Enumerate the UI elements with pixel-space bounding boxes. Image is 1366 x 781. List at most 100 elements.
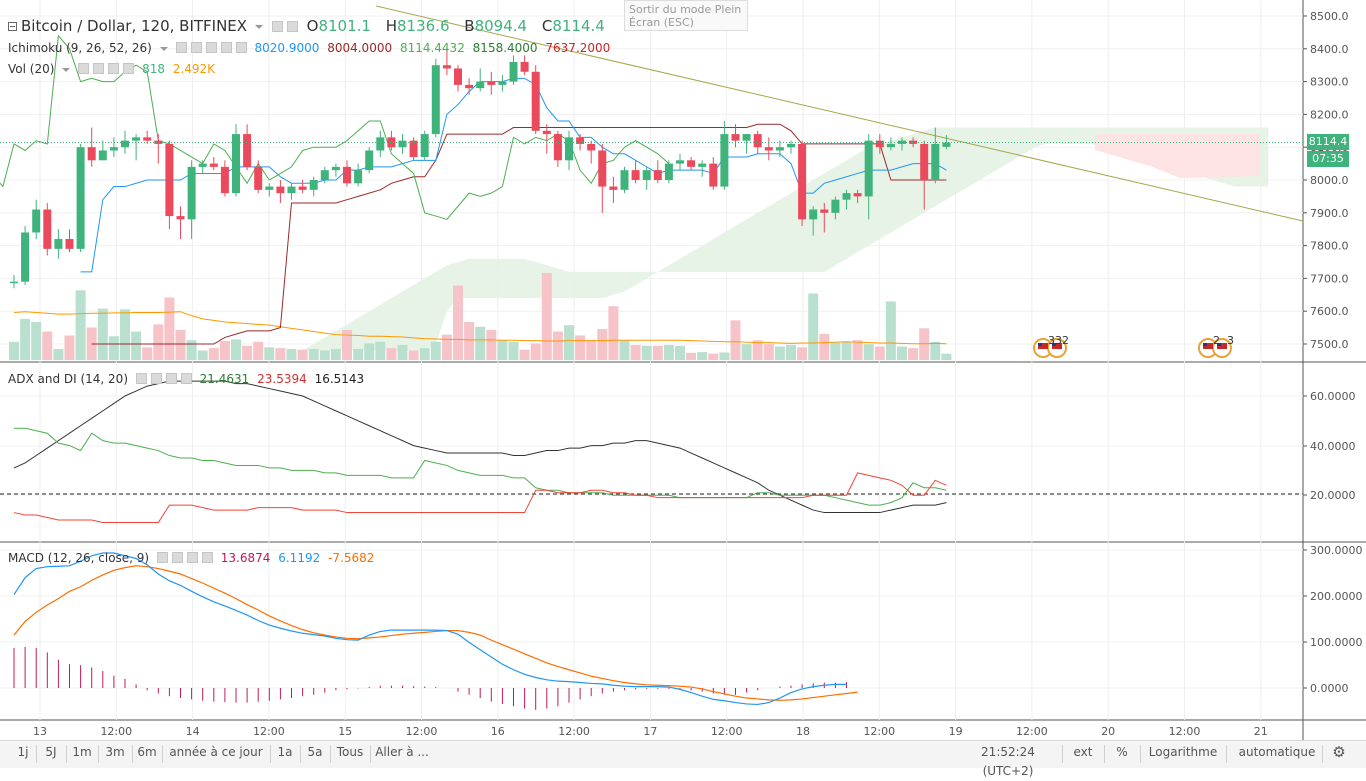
close-icon[interactable] (201, 552, 213, 563)
eye-icon[interactable] (271, 21, 283, 32)
candle (775, 147, 784, 151)
volume-bar (941, 353, 952, 360)
more-icon[interactable] (220, 42, 232, 53)
candle (232, 134, 240, 194)
macd-axis-label: 0.0000 (1310, 682, 1349, 695)
ichimoku-tenkan-value: 8020.9000 (254, 41, 320, 55)
volume-bar (619, 340, 630, 360)
di-minus-value: 23.5394 (257, 372, 307, 386)
time-axis-label: 12:00 (100, 725, 132, 738)
eye-icon[interactable] (135, 373, 147, 384)
extended-hours-toggle[interactable]: ext (1073, 745, 1093, 759)
close-icon[interactable] (123, 63, 135, 74)
macd-name[interactable]: MACD (12, 26, close, 9) (8, 551, 150, 565)
settings-icon[interactable] (286, 21, 298, 32)
interval-button[interactable]: 5a (307, 745, 323, 759)
chevron-down-icon[interactable] (159, 46, 168, 51)
log-scale-toggle[interactable]: Logarithme (1148, 745, 1218, 759)
volume-name[interactable]: Vol (20) (8, 62, 55, 76)
volume-bar (552, 331, 563, 360)
time-axis-label: 12:00 (711, 725, 743, 738)
time-axis-label: 12:00 (1169, 725, 1201, 738)
flag-canton (1217, 343, 1221, 346)
divider (66, 745, 67, 763)
open-value: 8101.1 (318, 17, 371, 35)
adx-legend[interactable]: ADX and DI (14, 20) 21.4631 23.5394 16.5… (8, 370, 368, 388)
candle (509, 61, 518, 82)
close-icon[interactable] (180, 373, 192, 384)
eye-icon[interactable] (175, 42, 187, 53)
eye-icon[interactable] (156, 552, 168, 563)
low-label: B (464, 17, 475, 35)
interval-button[interactable]: 1m (72, 745, 92, 759)
interval-button[interactable]: 6m (137, 745, 157, 759)
candle (476, 81, 485, 89)
candle (209, 163, 218, 167)
candle (542, 130, 551, 135)
clock[interactable]: 21:52:24 (UTC+2) (981, 745, 1035, 778)
auto-scale-toggle[interactable]: automatique (1238, 745, 1316, 759)
candle (676, 160, 684, 164)
volume-bar (597, 329, 608, 360)
candle (254, 166, 263, 190)
settings-icon[interactable] (190, 42, 202, 53)
volume-bar (719, 352, 730, 360)
price-axis-label: 7600.0 (1310, 305, 1349, 318)
interval-button[interactable]: Tous (336, 745, 364, 759)
settings-icon[interactable] (93, 63, 105, 74)
candle (21, 232, 30, 282)
settings-icon[interactable] (171, 552, 183, 563)
volume-bar (175, 329, 186, 360)
adx-name[interactable]: ADX and DI (14, 20) (8, 372, 128, 386)
divider (330, 745, 331, 763)
candle (132, 137, 141, 141)
ichimoku-legend[interactable]: Ichimoku (9, 26, 52, 26) 8020.9000 8004.… (8, 39, 614, 57)
chart-canvas[interactable]: 13 12:00 14 12:00 15 12:00 16 12:00 17 12:00 18 12:… (0, 0, 1366, 740)
volume-bar (519, 349, 530, 360)
more-icon[interactable] (108, 63, 120, 74)
volume-bar (763, 344, 774, 360)
time-axis-label: 12:00 (406, 725, 438, 738)
gear-icon[interactable]: ⚙ (1332, 743, 1346, 761)
volume-ma-line (13, 311, 947, 345)
source-icon[interactable] (205, 42, 217, 53)
volume-bar (453, 285, 463, 360)
candle (853, 193, 862, 197)
interval-button[interactable]: 3m (105, 745, 125, 759)
candle (742, 134, 751, 141)
candle (420, 134, 429, 158)
candle (576, 137, 585, 144)
volume-bar (874, 346, 885, 360)
chevron-down-icon[interactable] (255, 24, 264, 29)
more-icon[interactable] (165, 373, 177, 384)
ichimoku-name[interactable]: Ichimoku (9, 26, 52, 26) (8, 41, 152, 55)
percent-toggle[interactable]: % (1116, 745, 1128, 759)
macd-legend[interactable]: MACD (12, 26, close, 9) 13.6874 6.1192 -… (8, 549, 378, 567)
volume-bar (386, 348, 397, 360)
divider (1226, 745, 1227, 763)
more-icon[interactable] (186, 552, 198, 563)
volume-bar (142, 347, 153, 360)
candle (431, 65, 440, 135)
settings-icon[interactable] (150, 373, 162, 384)
volume-bar (208, 348, 219, 360)
volume-bar (608, 306, 619, 360)
interval-button[interactable]: année à ce jour (169, 745, 263, 759)
interval-button[interactable]: Aller à ... (375, 745, 429, 759)
macd-value: 6.1192 (278, 551, 321, 565)
time-axis-label: 18 (796, 725, 810, 738)
interval-button[interactable]: 1j (17, 745, 29, 759)
interval-button[interactable]: 5J (45, 745, 57, 759)
volume-bar (675, 345, 685, 360)
close-icon[interactable] (235, 42, 247, 53)
collapse-icon[interactable] (8, 22, 17, 31)
eye-icon[interactable] (78, 63, 90, 74)
chevron-down-icon[interactable] (62, 67, 71, 72)
candle (309, 180, 318, 190)
interval-button[interactable]: 1a (277, 745, 293, 759)
candle (553, 134, 562, 161)
candle (287, 186, 296, 194)
symbol-title[interactable]: Bitcoin / Dollar, 120, BITFINEX (21, 17, 248, 35)
volume-legend[interactable]: Vol (20) 818 2.492K (8, 60, 219, 78)
